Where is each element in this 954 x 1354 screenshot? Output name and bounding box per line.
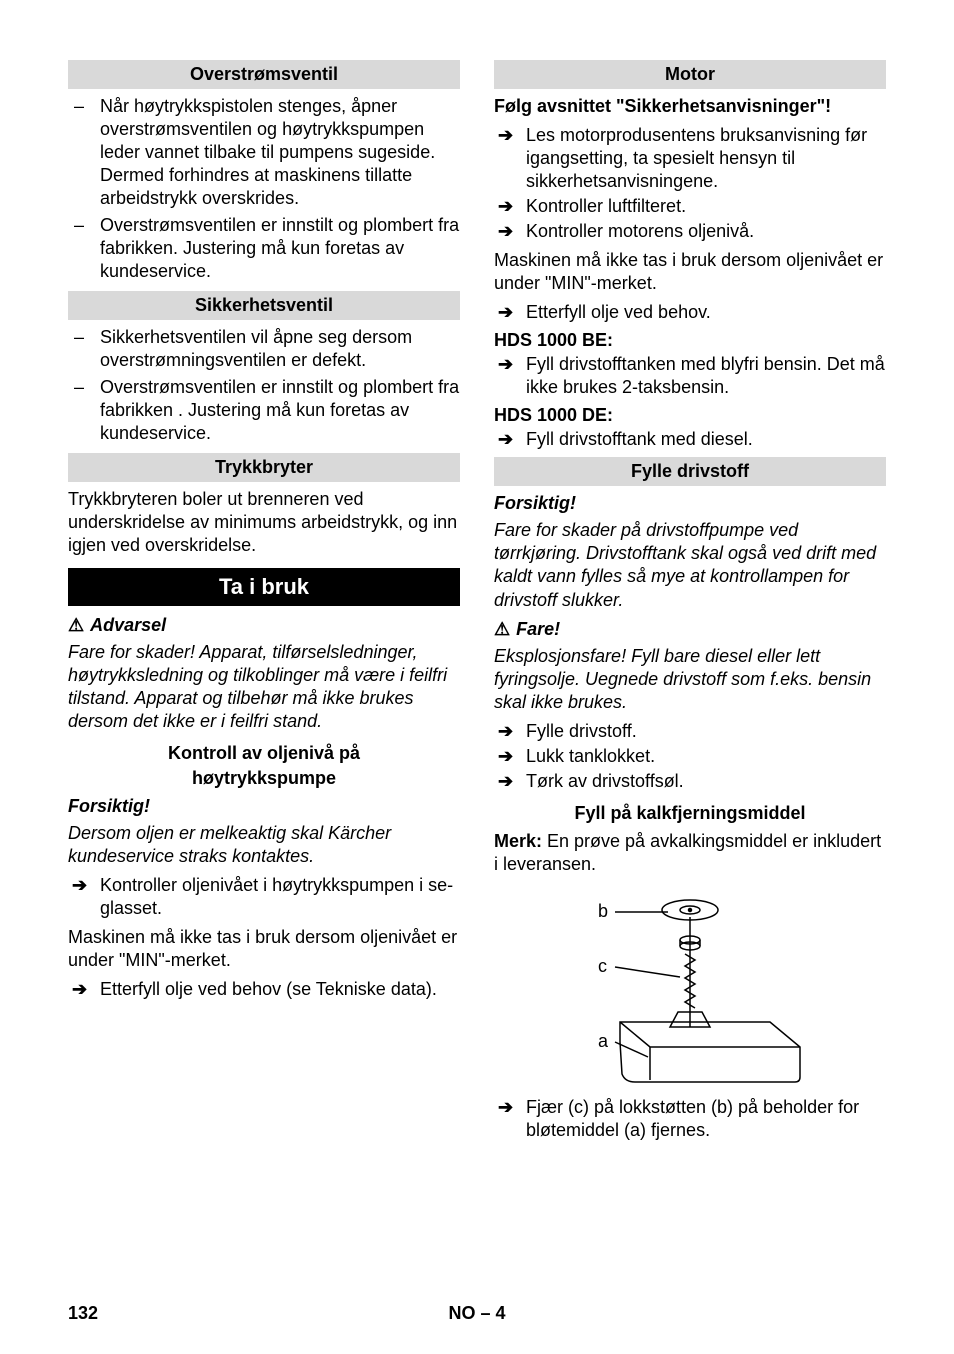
- hds-de-title: HDS 1000 DE:: [494, 405, 886, 426]
- be-arrow: Fyll drivstofftanken med blyfri bensin. …: [494, 353, 886, 399]
- oil-arrow-list: Kontroller oljenivået i høytrykkspumpen …: [68, 874, 460, 920]
- forsiktig-text: Dersom oljen er melkeaktig skal Kärcher …: [68, 822, 460, 868]
- list-item: Fylle drivstoff.: [494, 720, 886, 743]
- merk-text: Merk: En prøve på avkalkingsmiddel er in…: [494, 830, 886, 876]
- oil-arrow-list-2: Etterfyll olje ved behov (se Tekniske da…: [68, 978, 460, 1001]
- list-item: Les motorprodusentens bruksanvisning før…: [494, 124, 886, 193]
- final-arrow: Fjær (c) på lokkstøtten (b) på beholder …: [494, 1096, 886, 1142]
- overstromsventil-list: Når høytrykkspistolen stenges, åpner ove…: [68, 95, 460, 283]
- container-diagram: b c a: [540, 882, 840, 1092]
- motor-intro: Følg avsnittet "Sikkerhetsanvisninger"!: [494, 95, 886, 118]
- page-columns: Overstrømsventil Når høytrykkspistolen s…: [68, 60, 886, 1148]
- list-item: Kontroller oljenivået i høytrykkspumpen …: [68, 874, 460, 920]
- motor-min-text: Maskinen må ikke tas i bruk dersom oljen…: [494, 249, 886, 295]
- list-item: Lukk tanklokket.: [494, 745, 886, 768]
- list-item: Overstrømsventilen er innstilt og plombe…: [68, 214, 460, 283]
- hds-be-title: HDS 1000 BE:: [494, 330, 886, 351]
- list-item: Etterfyll olje ved behov (se Tekniske da…: [68, 978, 460, 1001]
- fare-text: Eksplosjonsfare! Fyll bare diesel eller …: [494, 645, 886, 714]
- heading-kalkfjerning: Fyll på kalkfjerningsmiddel: [494, 799, 886, 830]
- heading-overstromsventil: Overstrømsventil: [68, 60, 460, 89]
- forsiktig-label: Forsiktig!: [68, 795, 460, 818]
- page-code: NO – 4: [448, 1303, 505, 1324]
- list-item: Kontroller luftfilteret.: [494, 195, 886, 218]
- list-item: Når høytrykkspistolen stenges, åpner ove…: [68, 95, 460, 210]
- motor-arrow-2: Etterfyll olje ved behov.: [494, 301, 886, 324]
- motor-arrows: Les motorprodusentens bruksanvisning før…: [494, 124, 886, 243]
- list-item: Kontroller motorens oljenivå.: [494, 220, 886, 243]
- list-item: Overstrømsventilen er innstilt og plombe…: [68, 376, 460, 445]
- list-item: Fyll drivstofftanken med blyfri bensin. …: [494, 353, 886, 399]
- page-number: 132: [68, 1303, 98, 1324]
- heading-motor: Motor: [494, 60, 886, 89]
- heading-sikkerhetsventil: Sikkerhetsventil: [68, 291, 460, 320]
- left-column: Overstrømsventil Når høytrykkspistolen s…: [68, 60, 460, 1148]
- diagram-label-c: c: [598, 956, 607, 976]
- de-arrow: Fyll drivstofftank med diesel.: [494, 428, 886, 451]
- forsiktig2-text: Fare for skader på drivstoffpumpe ved tø…: [494, 519, 886, 611]
- trykkbryter-text: Trykkbryteren boler ut brenneren ved und…: [68, 488, 460, 557]
- advarsel-text: Fare for skader! Apparat, tilførselsledn…: [68, 641, 460, 733]
- sikkerhetsventil-list: Sikkerhetsventilen vil åpne seg dersom o…: [68, 326, 460, 445]
- fuel-arrows: Fylle drivstoff. Lukk tanklokket. Tørk a…: [494, 720, 886, 793]
- list-item: Fjær (c) på lokkstøtten (b) på beholder …: [494, 1096, 886, 1142]
- oil-min-text: Maskinen må ikke tas i bruk dersom oljen…: [68, 926, 460, 972]
- right-column: Motor Følg avsnittet "Sikkerhetsanvisnin…: [494, 60, 886, 1148]
- list-item: Sikkerhetsventilen vil åpne seg dersom o…: [68, 326, 460, 372]
- page-footer: 132 NO – 4: [68, 1303, 886, 1324]
- merk-label: Merk:: [494, 831, 542, 851]
- heading-trykkbryter: Trykkbryter: [68, 453, 460, 482]
- list-item: Tørk av drivstoffsøl.: [494, 770, 886, 793]
- list-item: Etterfyll olje ved behov.: [494, 301, 886, 324]
- fare-label: Fare!: [494, 618, 886, 641]
- merk-body: En prøve på avkalkingsmiddel er inkluder…: [494, 831, 881, 874]
- diagram-label-b: b: [598, 901, 608, 921]
- forsiktig2-label: Forsiktig!: [494, 492, 886, 515]
- list-item: Fyll drivstofftank med diesel.: [494, 428, 886, 451]
- heading-ta-i-bruk: Ta i bruk: [68, 568, 460, 606]
- advarsel-label: Advarsel: [68, 614, 460, 637]
- heading-fylle-drivstoff: Fylle drivstoff: [494, 457, 886, 486]
- diagram-label-a: a: [598, 1031, 609, 1051]
- heading-oil-2: høytrykkspumpe: [68, 764, 460, 795]
